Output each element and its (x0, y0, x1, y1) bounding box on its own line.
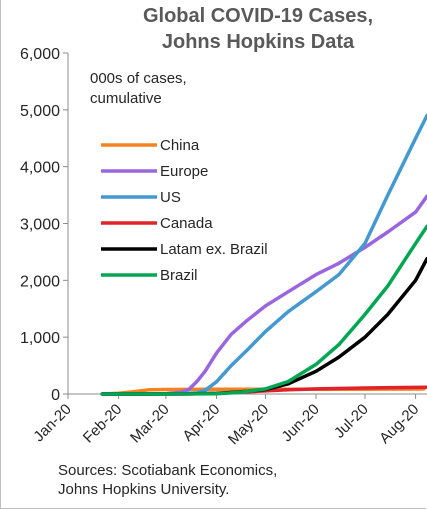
series-line-latam-ex-brazil (100, 256, 427, 396)
y-tick-label: 5,000 (20, 103, 60, 120)
legend-label-canada: Canada (160, 215, 213, 232)
y-tick-label: 0 (51, 387, 60, 404)
chart-title-line-2: Johns Hopkins Data (161, 31, 355, 53)
x-tick-label: Jul-20 (331, 401, 372, 442)
x-tick-label: May-20 (225, 401, 272, 448)
legend-label-latam-ex-brazil: Latam ex. Brazil (160, 241, 268, 258)
sources-line-1: Sources: Scotiabank Economics, (58, 462, 278, 479)
x-tick-label: Aug-20 (376, 401, 422, 447)
legend-label-us: US (160, 189, 181, 206)
x-tick-label: Jan-20 (30, 401, 74, 445)
y-tick-label: 4,000 (20, 160, 60, 177)
x-tick-label: Feb-20 (80, 401, 126, 447)
y-tick-label: 1,000 (20, 330, 60, 347)
x-tick-label: Apr-20 (179, 401, 223, 445)
chart-title-line-1: Global COVID-19 Cases, (142, 5, 374, 27)
series-line-europe (100, 194, 427, 396)
legend-label-europe: Europe (160, 163, 208, 180)
units-annotation-line-2: cumulative (90, 90, 162, 107)
y-tick-label: 6,000 (20, 46, 60, 63)
series-line-brazil (100, 224, 427, 396)
y-tick-label: 3,000 (20, 217, 60, 234)
x-tick-label: Jun-20 (278, 401, 322, 445)
x-tick-label: Mar-20 (127, 401, 173, 447)
legend-label-china: China (160, 137, 200, 154)
units-annotation-line-1: 000s of cases, (90, 70, 187, 87)
sources-line-2: Johns Hopkins University. (58, 481, 230, 498)
y-tick-label: 2,000 (20, 273, 60, 290)
legend-label-brazil: Brazil (160, 267, 198, 284)
